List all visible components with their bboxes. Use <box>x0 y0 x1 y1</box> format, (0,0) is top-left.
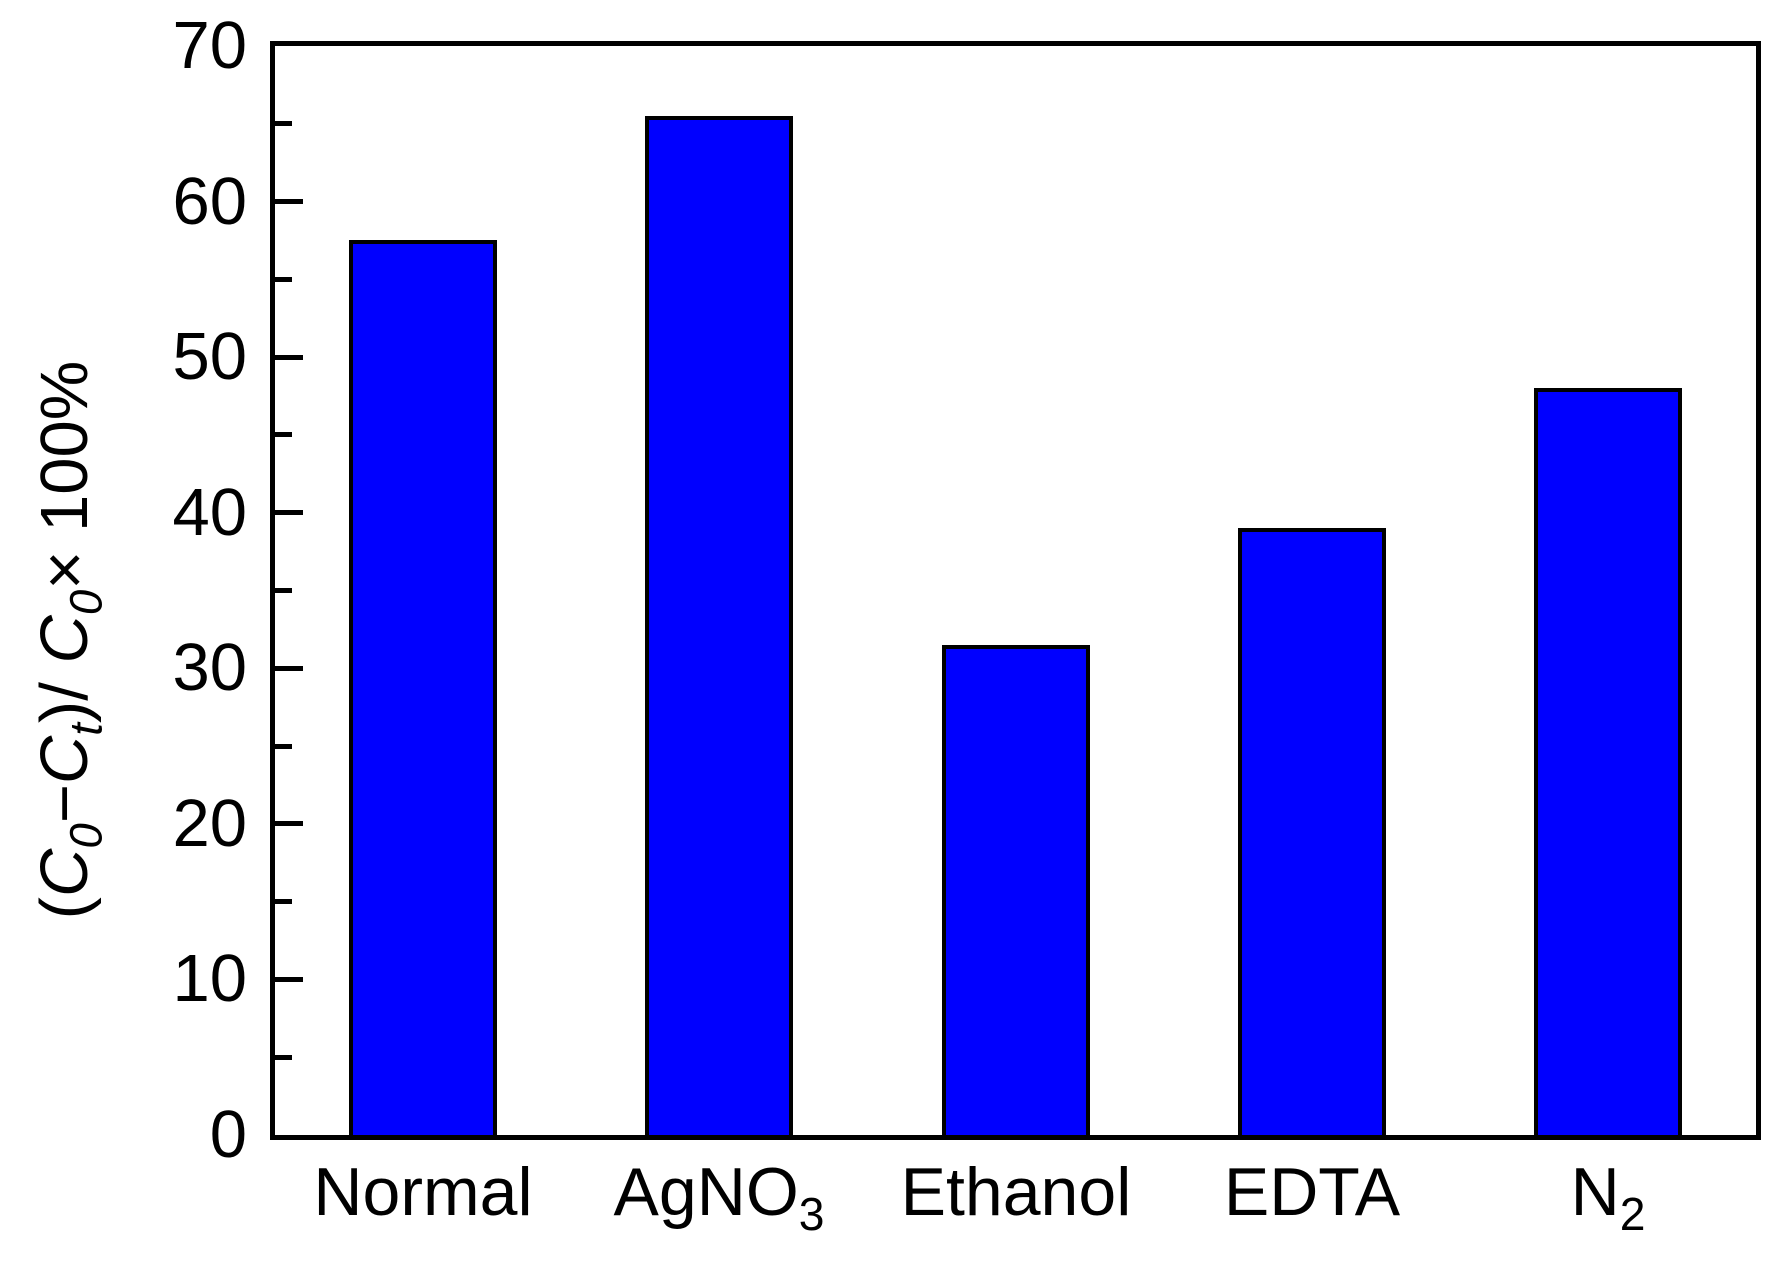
y-tick-label: 60 <box>172 163 247 239</box>
y-tick-label: 20 <box>172 785 247 861</box>
x-category-label-text: N <box>1570 1154 1620 1230</box>
x-category-label-edta: EDTA <box>1102 1152 1522 1232</box>
bar-agno3 <box>645 116 793 1135</box>
bar-ethanol <box>942 645 1090 1135</box>
y-major-tick <box>275 199 303 205</box>
y-major-tick <box>275 821 303 827</box>
x-category-label-normal: Normal <box>213 1152 633 1232</box>
y-minor-tick <box>275 899 292 905</box>
y-major-tick <box>275 354 303 360</box>
bar-normal <box>349 240 497 1135</box>
y-minor-tick <box>275 1054 292 1060</box>
x-category-label-n2: N2 <box>1398 1152 1767 1237</box>
bar-n2 <box>1534 388 1682 1135</box>
x-category-label-agno3: AgNO3 <box>509 1152 929 1237</box>
y-minor-tick <box>275 432 292 438</box>
y-minor-tick <box>275 588 292 593</box>
x-category-label-text: Ethanol <box>900 1154 1132 1230</box>
y-tick-label: 70 <box>172 8 247 83</box>
x-category-label-text: AgNO <box>613 1154 799 1230</box>
y-tick-label: 50 <box>172 319 247 395</box>
y-minor-tick <box>275 276 292 282</box>
y-major-tick <box>275 976 303 982</box>
x-category-label-ethanol: Ethanol <box>806 1152 1226 1232</box>
bar-edta <box>1238 528 1386 1135</box>
y-axis-title-segment: t <box>60 723 112 736</box>
x-category-label-subscript: 2 <box>1619 1187 1646 1240</box>
y-minor-tick <box>275 121 292 127</box>
y-major-tick <box>275 665 303 671</box>
plot-area <box>270 41 1761 1140</box>
x-category-label-subscript: 3 <box>798 1187 825 1240</box>
y-axis-title-segment: ( <box>27 897 102 920</box>
y-minor-tick <box>275 743 292 749</box>
y-axis-title-segment: 0 <box>60 589 112 616</box>
y-major-tick <box>275 510 303 516</box>
x-category-label-text: Normal <box>313 1154 533 1230</box>
y-axis-title-segment: C <box>27 735 102 785</box>
y-tick-label: 30 <box>172 630 247 706</box>
y-tick-label: 0 <box>209 1097 247 1172</box>
y-tick-label: 10 <box>172 941 247 1017</box>
y-tick-label: 40 <box>172 474 247 550</box>
x-category-label-text: EDTA <box>1223 1154 1401 1230</box>
